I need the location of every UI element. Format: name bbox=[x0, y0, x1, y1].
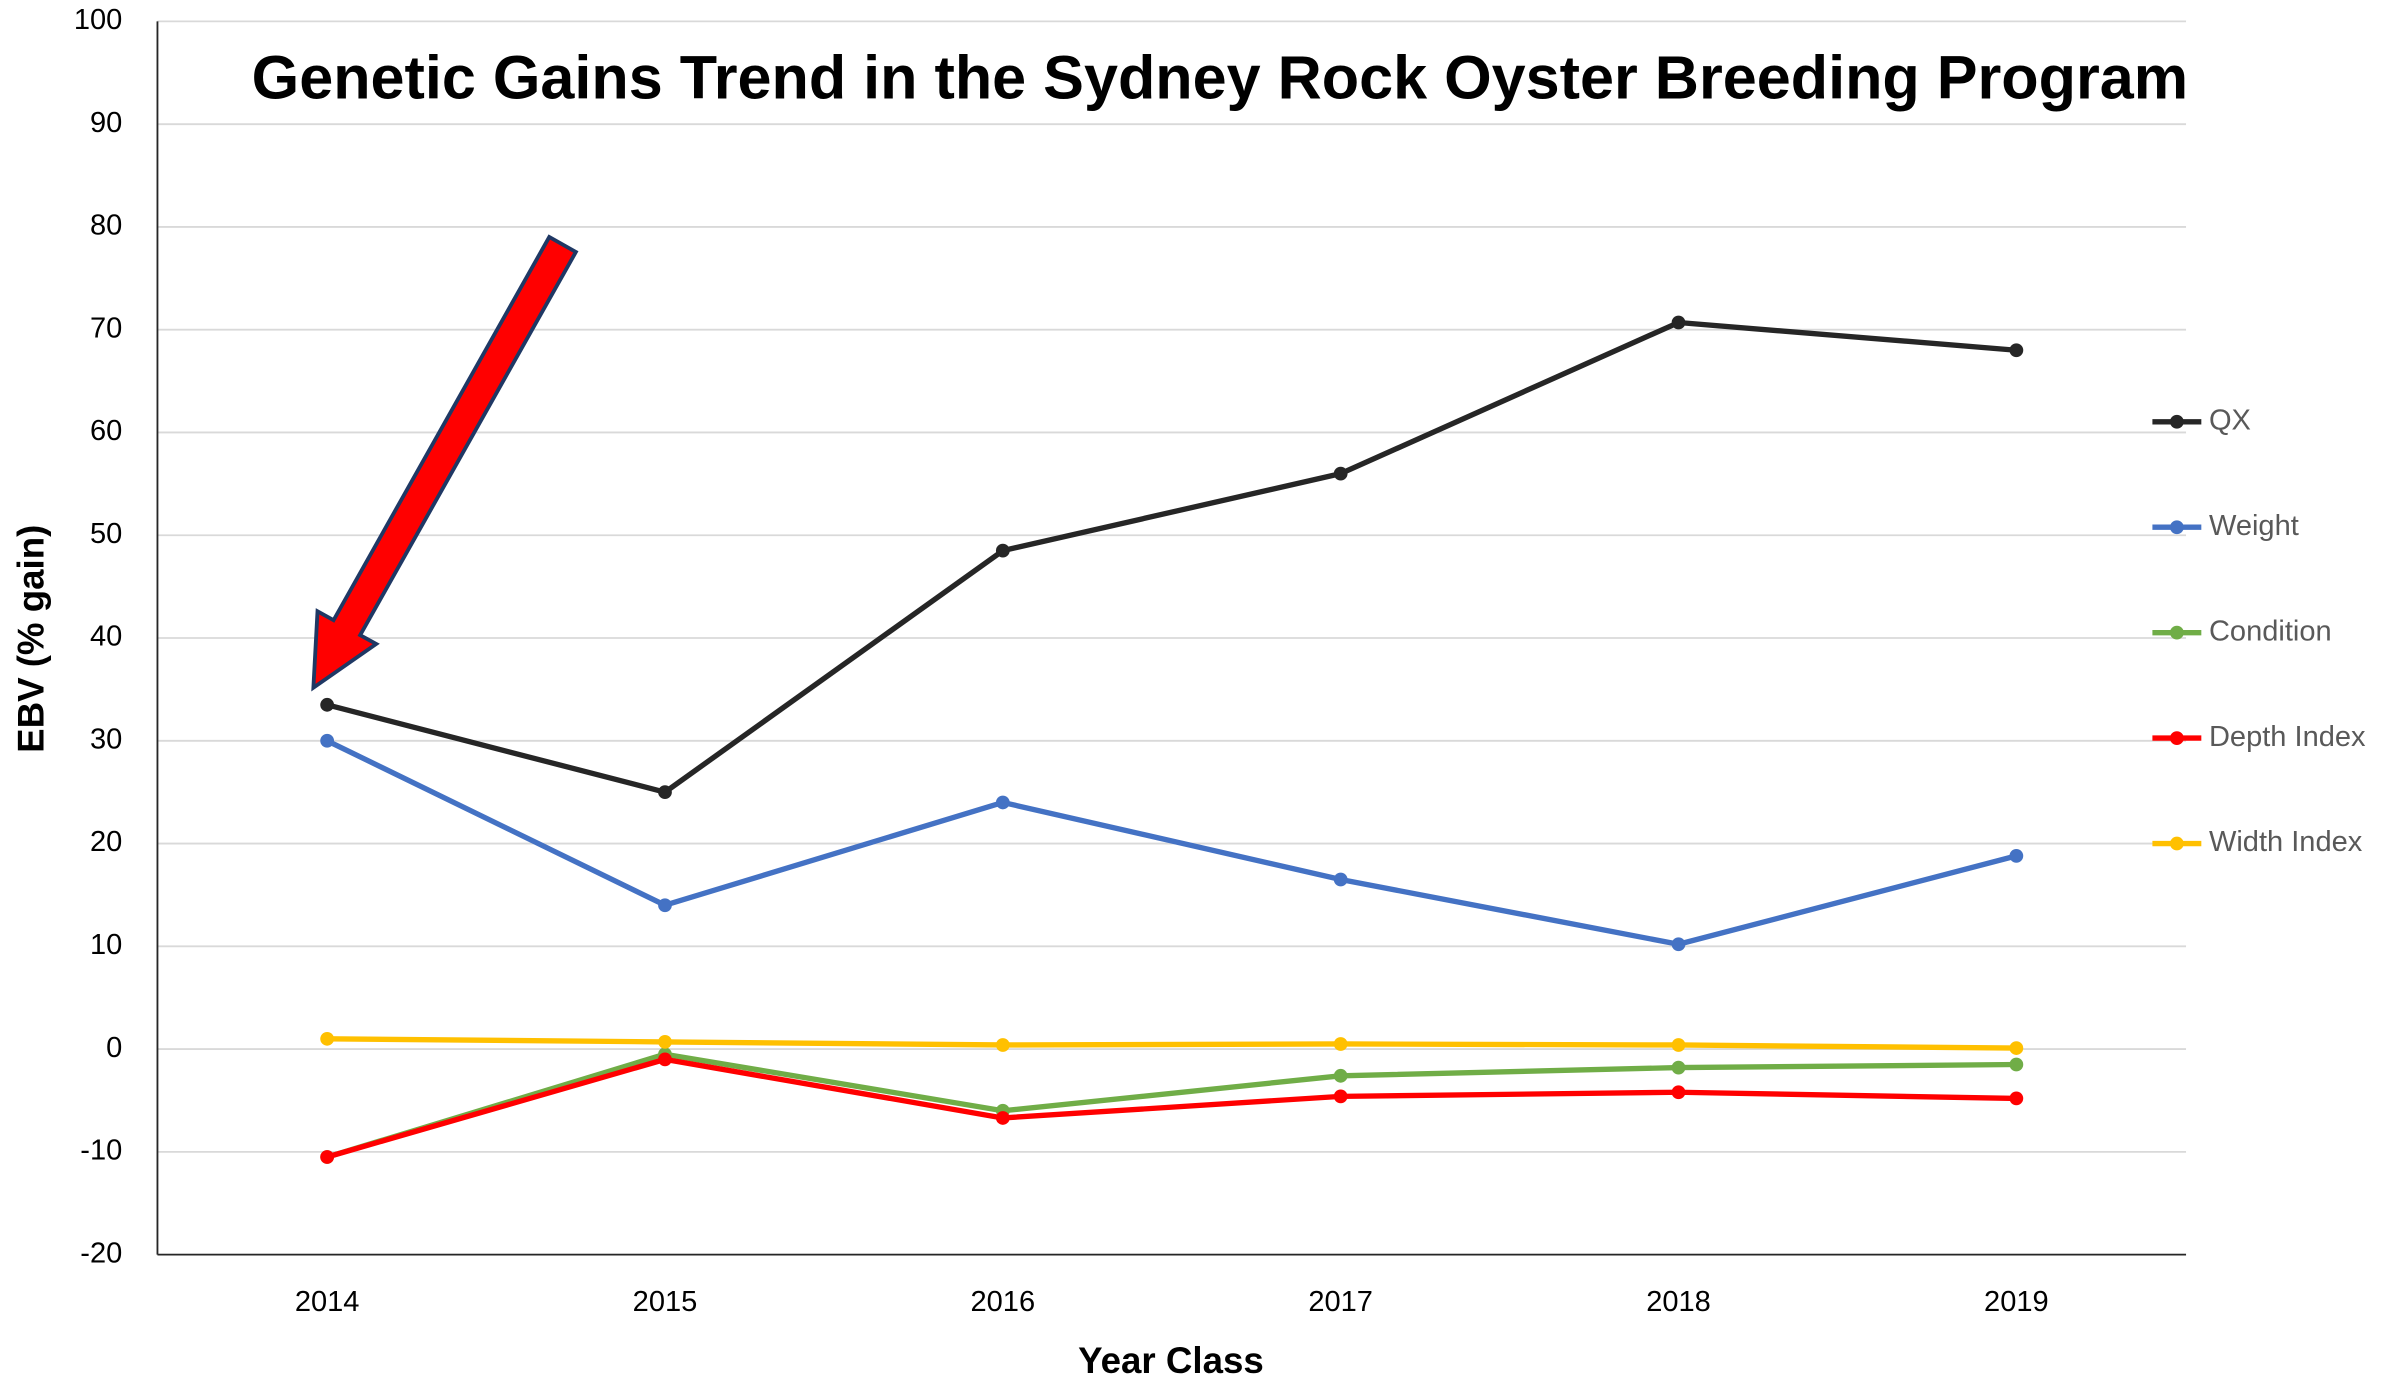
y-tick-label: 50 bbox=[90, 518, 122, 550]
data-point bbox=[320, 733, 335, 748]
data-point bbox=[1333, 872, 1348, 887]
y-tick-label: 80 bbox=[90, 210, 122, 242]
x-tick-label: 2017 bbox=[1308, 1286, 1373, 1318]
data-point bbox=[658, 1052, 672, 1067]
y-tick-label: 60 bbox=[90, 415, 122, 447]
y-tick-label: 90 bbox=[90, 107, 122, 139]
y-tick-label: 0 bbox=[106, 1032, 122, 1064]
data-point bbox=[1333, 1089, 1348, 1104]
legend-label: Depth Index bbox=[2209, 721, 2366, 753]
data-point bbox=[995, 543, 1010, 558]
data-point bbox=[995, 1038, 1010, 1052]
y-tick-label: 10 bbox=[90, 929, 122, 961]
x-axis-title: Year Class bbox=[1078, 1340, 1264, 1381]
data-point bbox=[2009, 1091, 2024, 1106]
data-point bbox=[320, 1150, 335, 1164]
legend-label: Weight bbox=[2209, 510, 2299, 542]
data-point bbox=[995, 1111, 1010, 1125]
y-tick-label: 30 bbox=[90, 723, 122, 755]
data-point bbox=[1671, 937, 1686, 952]
legend-marker bbox=[2169, 625, 2184, 640]
x-tick-label: 2019 bbox=[1984, 1286, 2049, 1318]
legend-label: Width Index bbox=[2209, 826, 2363, 858]
data-point bbox=[658, 785, 672, 800]
y-tick-label: 20 bbox=[90, 826, 122, 858]
legend-marker bbox=[2169, 414, 2184, 429]
data-point bbox=[2009, 343, 2024, 358]
y-tick-label: -20 bbox=[80, 1237, 122, 1269]
data-point bbox=[2009, 1057, 2024, 1072]
x-tick-label: 2014 bbox=[295, 1286, 360, 1318]
y-tick-label: 70 bbox=[90, 312, 122, 344]
data-point bbox=[2009, 849, 2024, 863]
y-tick-label: 40 bbox=[90, 621, 122, 653]
x-tick-label: 2016 bbox=[971, 1286, 1036, 1318]
series-line bbox=[327, 1036, 2017, 1051]
chart-title: Genetic Gains Trend in the Sydney Rock O… bbox=[252, 44, 2189, 112]
legend-marker bbox=[2169, 731, 2184, 745]
legend-label: Condition bbox=[2209, 615, 2332, 647]
data-point bbox=[2009, 1041, 2024, 1055]
data-point bbox=[320, 697, 335, 712]
x-tick-label: 2015 bbox=[633, 1286, 698, 1318]
pointer-arrow bbox=[311, 234, 579, 692]
x-tick-label: 2018 bbox=[1646, 1286, 1711, 1318]
data-point bbox=[658, 898, 672, 913]
legend-label: QX bbox=[2209, 404, 2251, 436]
data-point bbox=[1671, 1038, 1686, 1052]
data-point bbox=[1671, 1085, 1686, 1100]
y-tick-label: 100 bbox=[74, 4, 122, 36]
data-point bbox=[1333, 466, 1348, 481]
series-line bbox=[326, 319, 2017, 795]
series-line bbox=[326, 1056, 2017, 1160]
data-point bbox=[995, 795, 1010, 810]
series-line bbox=[325, 738, 2018, 947]
legend-marker bbox=[2169, 836, 2184, 851]
data-point bbox=[658, 1035, 672, 1049]
y-tick-label: -10 bbox=[80, 1135, 122, 1167]
data-point bbox=[1333, 1037, 1348, 1051]
data-point bbox=[1671, 1060, 1686, 1075]
data-point bbox=[320, 1031, 335, 1046]
legend-marker bbox=[2169, 520, 2184, 535]
data-point bbox=[1671, 315, 1686, 330]
y-axis-title: EBV (% gain) bbox=[10, 525, 51, 753]
data-point bbox=[1333, 1068, 1348, 1083]
series-line bbox=[326, 1051, 2017, 1160]
